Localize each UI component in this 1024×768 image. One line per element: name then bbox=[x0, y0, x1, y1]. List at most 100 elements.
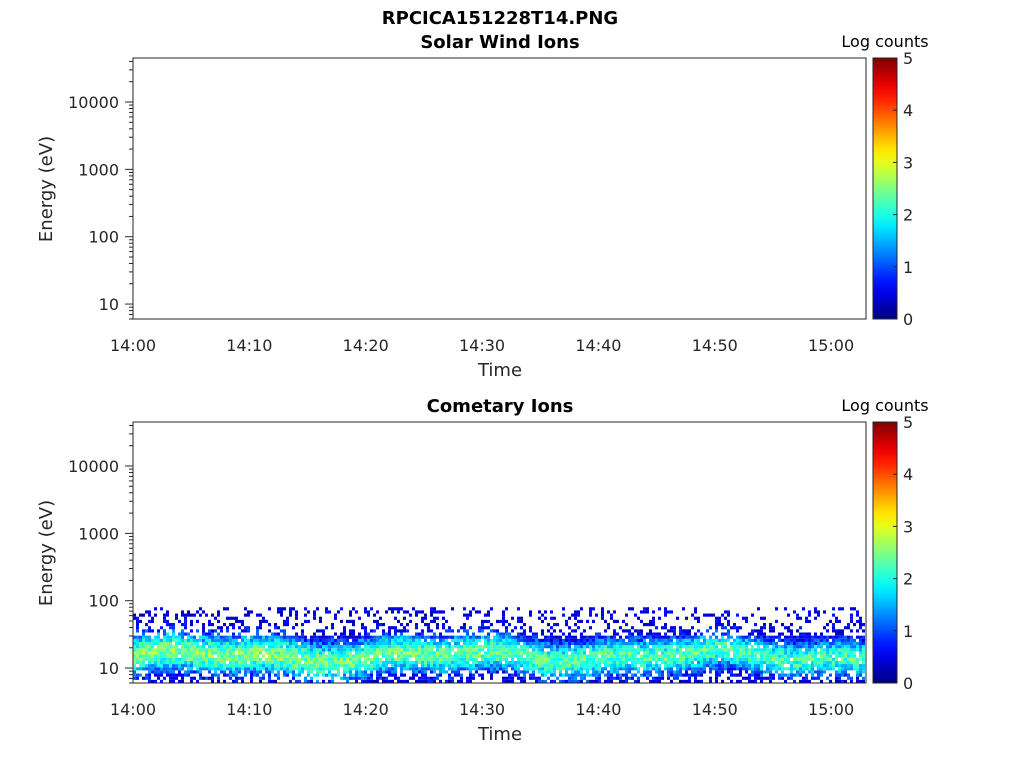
spectrogram-cell bbox=[541, 654, 544, 658]
spectrogram-cell bbox=[157, 641, 160, 646]
spectrogram-cell bbox=[337, 660, 340, 665]
spectrogram-cell bbox=[217, 648, 220, 652]
spectrogram-cell bbox=[235, 648, 238, 652]
spectrogram-cell bbox=[286, 619, 289, 624]
spectrogram-cell bbox=[412, 673, 415, 677]
spectrogram-cell bbox=[325, 657, 328, 661]
spectrogram-cell bbox=[202, 651, 205, 655]
spectrogram-cell bbox=[208, 638, 211, 642]
spectrogram-cell bbox=[343, 667, 346, 671]
spectrogram-cell bbox=[148, 664, 151, 668]
spectrogram-cell bbox=[601, 670, 604, 674]
spectrogram-cell bbox=[322, 629, 325, 633]
spectrogram-cell bbox=[727, 670, 730, 674]
spectrogram-cell bbox=[760, 635, 763, 639]
spectrogram-cell bbox=[274, 635, 277, 639]
spectrogram-cell bbox=[220, 670, 223, 674]
spectrogram-cell bbox=[520, 670, 523, 674]
spectrogram-cell bbox=[520, 645, 523, 649]
spectrogram-cell bbox=[715, 623, 718, 627]
spectrogram-cell bbox=[826, 654, 829, 658]
spectrogram-cell bbox=[712, 664, 715, 668]
spectrogram-cell bbox=[289, 664, 292, 668]
spectrogram-cell bbox=[427, 667, 430, 671]
spectrogram-cell bbox=[250, 648, 253, 652]
spectrogram-cell bbox=[328, 645, 331, 649]
spectrogram-cell bbox=[301, 638, 304, 642]
spectrogram-cell bbox=[181, 645, 184, 649]
spectrogram-cell bbox=[310, 648, 313, 652]
spectrogram-cell bbox=[472, 676, 475, 680]
spectrogram-cell bbox=[250, 651, 253, 655]
spectrogram-cell bbox=[799, 667, 802, 671]
spectrogram-cell bbox=[580, 676, 583, 680]
spectrogram-cell bbox=[763, 654, 766, 658]
spectrogram-cell bbox=[595, 641, 598, 646]
spectrogram-cell bbox=[304, 679, 307, 683]
spectrogram-cell bbox=[835, 673, 838, 677]
spectrogram-cell bbox=[667, 676, 670, 680]
spectrogram-cell bbox=[184, 673, 187, 677]
spectrogram-cell bbox=[814, 657, 817, 661]
spectrogram-cell bbox=[400, 670, 403, 674]
spectrogram-cell bbox=[148, 619, 151, 624]
spectrogram-cell bbox=[721, 632, 724, 636]
spectrogram-cell bbox=[829, 651, 832, 655]
y-tick-label: 1000 bbox=[78, 160, 119, 179]
spectrogram-cell bbox=[505, 676, 508, 680]
spectrogram-cell bbox=[232, 616, 235, 620]
spectrogram-cell bbox=[322, 651, 325, 655]
spectrogram-cell bbox=[586, 619, 589, 624]
spectrogram-cell bbox=[322, 648, 325, 652]
spectrogram-cell bbox=[760, 667, 763, 671]
spectrogram-cell bbox=[364, 657, 367, 661]
spectrogram-cell bbox=[361, 638, 364, 642]
spectrogram-cell bbox=[184, 654, 187, 658]
spectrogram-cell bbox=[349, 664, 352, 668]
spectrogram-cell bbox=[535, 679, 538, 683]
spectrogram-cell bbox=[484, 651, 487, 655]
spectrogram-cell bbox=[445, 645, 448, 649]
spectrogram-cell bbox=[847, 676, 850, 680]
colorbar-tick-label: 0 bbox=[903, 674, 913, 693]
spectrogram-cell bbox=[631, 638, 634, 642]
spectrogram-cell bbox=[700, 645, 703, 649]
spectrogram-cell bbox=[358, 657, 361, 661]
spectrogram-cell bbox=[382, 629, 385, 633]
spectrogram-cell bbox=[664, 660, 667, 665]
spectrogram-cell bbox=[790, 638, 793, 642]
spectrogram-cell bbox=[457, 664, 460, 668]
spectrogram-cell bbox=[538, 651, 541, 655]
spectrogram-cell bbox=[535, 648, 538, 652]
spectrogram-cell bbox=[622, 619, 625, 624]
spectrogram-cell bbox=[181, 635, 184, 639]
colorbar-tick-label: 4 bbox=[903, 465, 913, 484]
spectrogram-cell bbox=[664, 613, 667, 617]
spectrogram-cell bbox=[529, 626, 532, 630]
spectrogram-cell bbox=[184, 626, 187, 630]
spectrogram-cell bbox=[175, 664, 178, 668]
spectrogram-cell bbox=[412, 635, 415, 639]
spectrogram-cell bbox=[526, 657, 529, 661]
spectrogram-cell bbox=[394, 626, 397, 630]
spectrogram-cell bbox=[352, 629, 355, 633]
spectrogram-cell bbox=[682, 635, 685, 639]
spectrogram-cell bbox=[856, 645, 859, 649]
spectrogram-cell bbox=[844, 641, 847, 646]
spectrogram-cell bbox=[466, 667, 469, 671]
spectrogram-cell bbox=[310, 641, 313, 646]
spectrogram-cell bbox=[802, 651, 805, 655]
spectrogram-cell bbox=[268, 676, 271, 680]
spectrogram-cell bbox=[802, 660, 805, 665]
spectrogram-cell bbox=[667, 673, 670, 677]
spectrogram-cell bbox=[394, 667, 397, 671]
spectrogram-cell bbox=[679, 667, 682, 671]
spectrogram-cell bbox=[523, 657, 526, 661]
spectrogram-cell bbox=[160, 673, 163, 677]
spectrogram-cell bbox=[133, 635, 136, 639]
spectrogram-cell bbox=[139, 613, 142, 617]
spectrogram-cell bbox=[301, 623, 304, 627]
spectrogram-cell bbox=[646, 635, 649, 639]
spectrogram-cell bbox=[646, 651, 649, 655]
spectrogram-cell bbox=[481, 664, 484, 668]
